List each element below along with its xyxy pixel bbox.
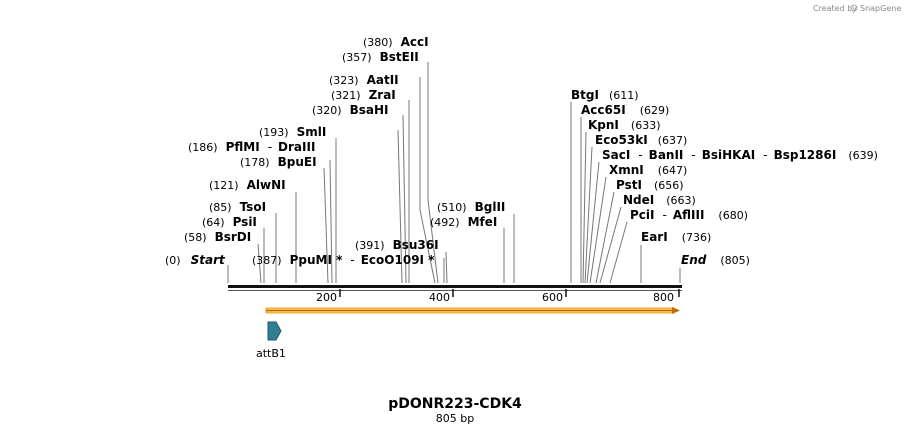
site-label-ppumi[interactable]: (387) PpuMI * - EcoO109I * <box>252 253 435 267</box>
site-label-acci[interactable]: (380) AccI <box>363 35 429 49</box>
credit-text: Created by <box>813 4 857 13</box>
site-label-bsteii[interactable]: (357) BstEII <box>342 50 419 64</box>
site-label-kpni[interactable]: KpnI (633) <box>588 118 661 132</box>
site-label-bsrdi[interactable]: (58) BsrDI <box>184 230 251 244</box>
site-label-eco53ki[interactable]: Eco53kI (637) <box>595 133 687 147</box>
connector-pcii <box>609 221 628 284</box>
connector-eco53ki <box>584 146 593 284</box>
site-label-mfei[interactable]: (492) MfeI <box>430 215 497 229</box>
connector-pflmi <box>329 159 333 284</box>
ruler-label-200: 200 <box>316 291 337 304</box>
ruler-label-800: 800 <box>653 291 674 304</box>
snapgene-logo-icon <box>850 4 858 12</box>
connector-bsteii <box>419 77 436 284</box>
connector-bpuei <box>323 167 329 284</box>
site-label-zrai[interactable]: (321) ZraI <box>331 88 396 102</box>
connector-xmni <box>589 176 607 284</box>
site-label-xmni[interactable]: XmnI (647) <box>609 163 687 177</box>
connector-bsahi <box>397 129 403 284</box>
site-label-acc65i[interactable]: Acc65I (629) <box>581 103 669 117</box>
site-label-eari[interactable]: EarI (736) <box>641 230 711 244</box>
site-label-psii[interactable]: (64) PsiI <box>202 215 257 229</box>
site-label-bpuei[interactable]: (178) BpuEI <box>240 155 317 169</box>
backbone-line-lower <box>228 290 682 291</box>
connector-zrai <box>402 114 407 284</box>
connector-saci <box>586 161 600 284</box>
site-label-pcii[interactable]: PciI - AflIII (680) <box>630 208 748 222</box>
site-label-ndei[interactable]: NdeI (663) <box>623 193 696 207</box>
attb1-feature-arrow[interactable] <box>267 321 282 341</box>
backbone-line <box>228 285 682 288</box>
site-label-psti[interactable]: PstI (656) <box>616 178 684 192</box>
site-label-saci[interactable]: SacI - BanII - BsiHKAI - Bsp1286I (639) <box>602 148 878 162</box>
connector-acci <box>427 62 439 284</box>
ruler-label-400: 400 <box>429 291 450 304</box>
site-label-bsu36i[interactable]: (391) Bsu36I <box>355 238 439 252</box>
feature-label-attb1: attB1 <box>256 347 286 360</box>
start-marker[interactable]: (0) Start <box>165 253 226 267</box>
connector-bsu36i <box>445 251 448 284</box>
site-label-bglii[interactable]: (510) BglII <box>437 200 505 214</box>
ruler-label-600: 600 <box>542 291 563 304</box>
site-label-btgi[interactable]: BtgI (611) <box>571 88 639 102</box>
plasmid-length: 805 bp <box>436 412 474 425</box>
orf-arrow[interactable] <box>265 307 680 314</box>
brand-text: SnapGene <box>860 4 901 13</box>
connector-bsrdi <box>257 243 262 284</box>
site-label-smli[interactable]: (193) SmlI <box>259 125 326 139</box>
end-marker[interactable]: End (805) <box>681 253 750 267</box>
site-label-bsahi[interactable]: (320) BsaHI <box>312 103 389 117</box>
site-label-aatii[interactable]: (323) AatII <box>329 73 399 87</box>
site-label-tsoi[interactable]: (85) TsoI <box>209 200 266 214</box>
site-label-alwni[interactable]: (121) AlwNI <box>209 178 286 192</box>
connector-ndei <box>599 206 622 284</box>
sequence-backbone <box>228 285 682 297</box>
site-connectors <box>227 62 681 284</box>
plasmid-title: pDONR223-CDK4 <box>388 396 522 412</box>
site-label-pflmi[interactable]: (186) PflMI - DraIII <box>188 140 315 154</box>
connector-psti <box>595 191 615 284</box>
connector-kpni <box>582 131 587 284</box>
